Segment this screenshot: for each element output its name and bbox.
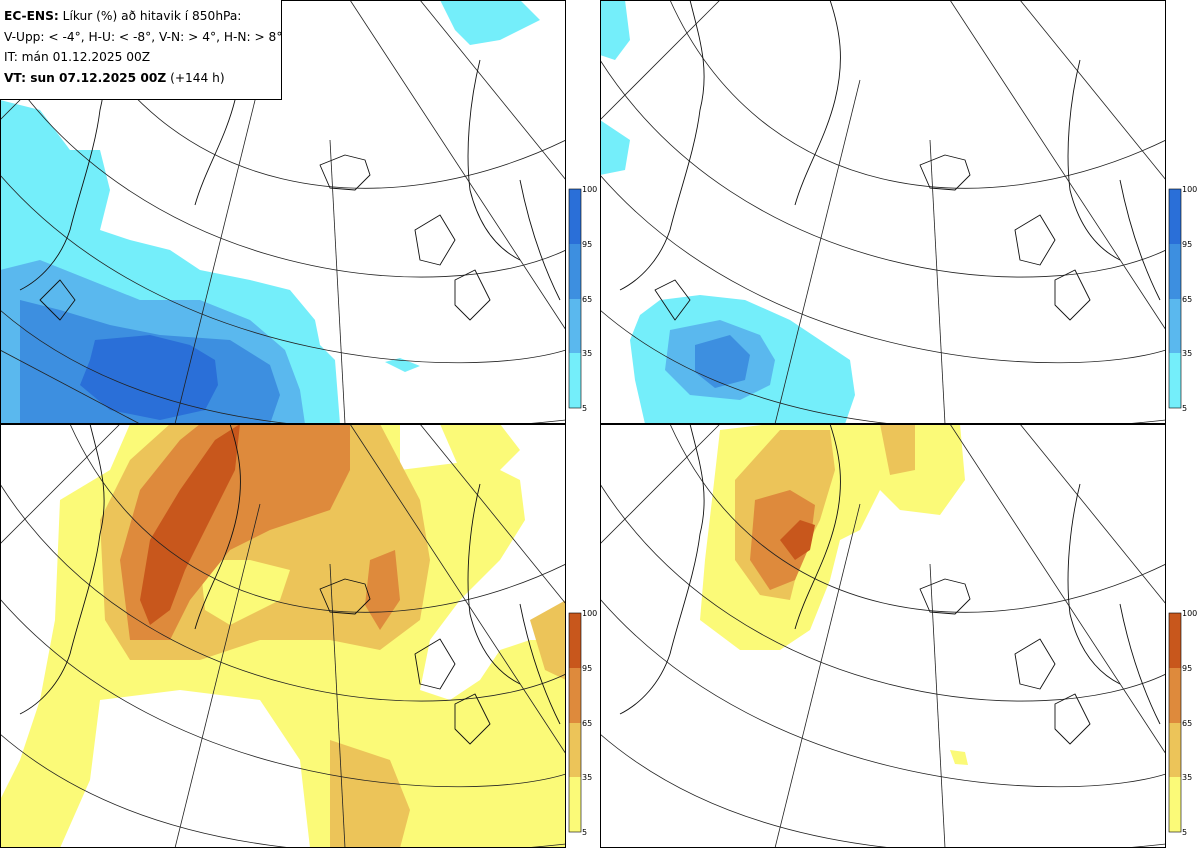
colorbar-bottom-left: 100 95 65 35 5	[568, 609, 597, 837]
colorbar-tick: 100	[1182, 185, 1197, 194]
colorbar-bottom-right: 100 95 65 35 5	[1168, 609, 1197, 837]
colorbar-tick: 35	[1182, 773, 1192, 782]
header-info-box: EC-ENS: Líkur (%) að hitavik í 850hPa: V…	[0, 0, 282, 100]
graticule	[0, 424, 566, 848]
colorbar-tick: 5	[1182, 828, 1187, 837]
header-title-line: EC-ENS: Líkur (%) að hitavik í 850hPa:	[4, 6, 281, 27]
colorbar-tick: 35	[1182, 349, 1192, 358]
panel-v-n	[0, 424, 566, 848]
colorbar-tick: 65	[582, 295, 592, 304]
graticule	[600, 424, 1166, 848]
probability-field-warm-4	[0, 424, 566, 848]
valid-time: VT: sun 07.12.2025 00Z	[4, 70, 167, 85]
colorbar-tick: 95	[582, 664, 592, 673]
lead-time: (+144 h)	[170, 70, 225, 85]
product-title: Líkur (%) að hitavik í 850hPa:	[62, 9, 242, 23]
panel-legend-line: V-Upp: < -4°, H-U: < -8°, V-N: > 4°, H-N…	[4, 29, 283, 44]
coastlines	[619, 0, 1161, 321]
colorbar-tick: 65	[1182, 295, 1192, 304]
colorbar-tick: 95	[582, 240, 592, 249]
colorbar-tick: 35	[582, 349, 592, 358]
graticule	[600, 0, 1166, 424]
colorbar-tick: 5	[582, 404, 587, 413]
panel-h-u	[600, 0, 1166, 424]
probability-field-warm-8	[700, 424, 968, 765]
colorbar-tick: 65	[1182, 719, 1192, 728]
colorbar-tick: 5	[1182, 404, 1187, 413]
colorbar-tick: 5	[582, 828, 587, 837]
colorbar-tick: 100	[582, 185, 597, 194]
panel-v-upp	[0, 0, 566, 424]
valid-time-line: VT: sun 07.12.2025 00Z (+144 h)	[4, 68, 281, 89]
coastlines	[19, 424, 561, 745]
colorbar-top-left: 100 95 65 35 5	[568, 185, 597, 413]
colorbar-tick: 95	[1182, 664, 1192, 673]
colorbar-tick: 95	[1182, 240, 1192, 249]
colorbar-tick: 100	[582, 609, 597, 618]
colorbar-tick: 65	[582, 719, 592, 728]
colorbar-tick: 100	[1182, 609, 1197, 618]
coastlines	[619, 424, 1161, 745]
model-name: EC-ENS:	[4, 9, 59, 23]
probability-field-cold-4	[0, 0, 540, 424]
colorbar-tick: 35	[582, 773, 592, 782]
panel-h-n	[600, 424, 1166, 848]
colorbar-top-right: 100 95 65 35 5	[1168, 185, 1197, 413]
init-time: IT: mán 01.12.2025 00Z	[4, 50, 151, 64]
